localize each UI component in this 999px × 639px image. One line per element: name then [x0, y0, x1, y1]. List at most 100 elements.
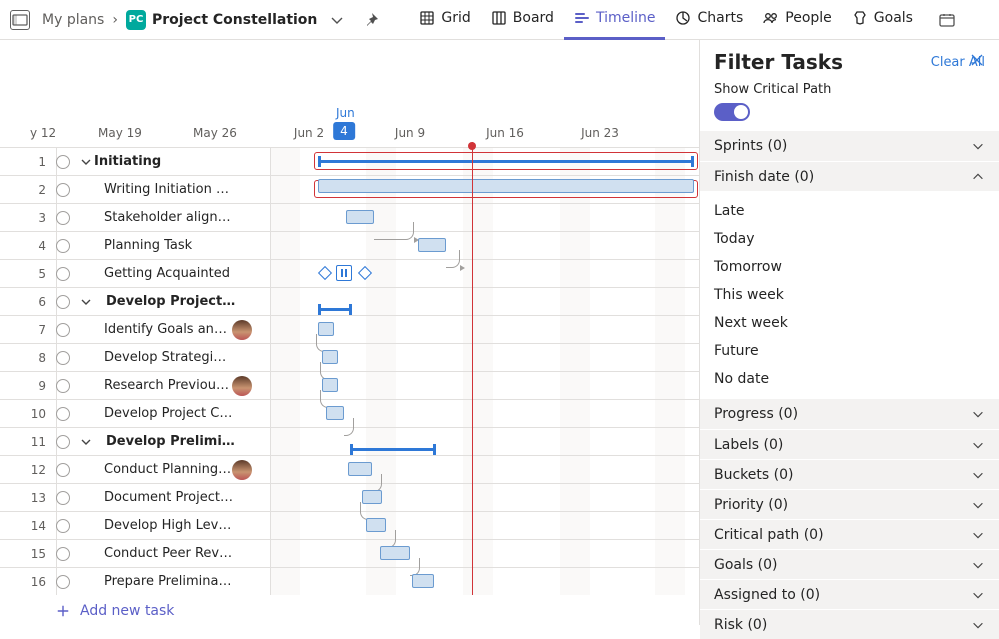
filter-section-header[interactable]: Priority (0)	[700, 489, 999, 519]
task-title: Identify Goals and ...	[104, 322, 234, 337]
status-ring-icon[interactable]	[56, 323, 70, 337]
filter-section-header[interactable]: Progress (0)	[700, 399, 999, 429]
filter-section-header[interactable]: Risk (0)	[700, 609, 999, 639]
filter-option[interactable]: No date	[700, 365, 999, 393]
status-ring-icon[interactable]	[56, 407, 70, 421]
filter-section-header[interactable]: Sprints (0)	[700, 131, 999, 161]
task-row[interactable]: 16Prepare Preliminary ...	[0, 568, 699, 595]
task-row[interactable]: 13Document Project C...	[0, 484, 699, 512]
gantt-summary-bar[interactable]	[318, 160, 694, 163]
gantt-bar[interactable]	[366, 518, 386, 532]
row-number: 16	[0, 575, 56, 589]
critical-path-toggle[interactable]	[714, 103, 750, 121]
status-ring-icon[interactable]	[56, 351, 70, 365]
filter-option[interactable]: This week	[700, 281, 999, 309]
tab-charts[interactable]: Charts	[665, 0, 753, 40]
task-row[interactable]: 5Getting Acquainted	[0, 260, 699, 288]
add-task-label: Add new task	[80, 603, 174, 619]
more-views-icon[interactable]	[933, 6, 961, 34]
gantt-bar[interactable]	[322, 350, 338, 364]
chevron-down-icon[interactable]	[80, 157, 92, 167]
timeline-tick-label: Jun 2	[294, 126, 324, 140]
app-launcher-icon[interactable]	[10, 10, 30, 30]
row-number: 2	[0, 183, 56, 197]
tab-people[interactable]: People	[753, 0, 842, 40]
gantt-bar[interactable]	[380, 546, 410, 560]
gantt-bar[interactable]	[362, 490, 382, 504]
gantt-bar[interactable]	[318, 322, 334, 336]
status-ring-icon[interactable]	[56, 547, 70, 561]
task-row[interactable]: 7 Identify Goals and ...	[0, 316, 699, 344]
status-ring-icon[interactable]	[56, 519, 70, 533]
task-row[interactable]: 9Research Previous E...	[0, 372, 699, 400]
task-row[interactable]: 8Develop Strategies ...	[0, 344, 699, 372]
task-row[interactable]: 10Develop Project Cha...	[0, 400, 699, 428]
filter-section-label: Labels (0)	[714, 437, 783, 453]
filter-option[interactable]: Today	[700, 225, 999, 253]
pin-icon[interactable]	[357, 6, 385, 34]
assignee-avatar[interactable]	[232, 376, 252, 396]
row-number: 7	[0, 323, 56, 337]
task-row[interactable]: 4Planning Task	[0, 232, 699, 260]
filter-section-header[interactable]: Assigned to (0)	[700, 579, 999, 609]
breadcrumb-root[interactable]: My plans	[42, 12, 104, 28]
gantt-bar[interactable]	[322, 378, 338, 392]
filter-section-header[interactable]: Goals (0)	[700, 549, 999, 579]
filter-section-label: Sprints (0)	[714, 138, 787, 154]
plan-name: Project Constellation	[152, 12, 317, 28]
task-row[interactable]: 15Conduct Peer Review	[0, 540, 699, 568]
status-ring-icon[interactable]	[56, 183, 70, 197]
gantt-bar[interactable]	[418, 238, 446, 252]
status-ring-icon[interactable]	[56, 435, 70, 449]
row-number: 10	[0, 407, 56, 421]
gantt-bar[interactable]	[412, 574, 434, 588]
row-number: 1	[0, 155, 56, 169]
filter-option[interactable]: Late	[700, 197, 999, 225]
status-ring-icon[interactable]	[56, 239, 70, 253]
filter-option[interactable]: Next week	[700, 309, 999, 337]
status-ring-icon[interactable]	[56, 155, 70, 169]
chevron-down-icon[interactable]	[80, 297, 92, 307]
status-ring-icon[interactable]	[56, 267, 70, 281]
tab-timeline[interactable]: Timeline	[564, 0, 666, 40]
status-ring-icon[interactable]	[56, 379, 70, 393]
filter-section-header[interactable]: Buckets (0)	[700, 459, 999, 489]
chevron-down-icon	[971, 528, 985, 542]
assignee-avatar[interactable]	[232, 320, 252, 340]
plan-chevron-down-icon[interactable]	[323, 6, 351, 34]
plan-chip[interactable]: PC Project Constellation	[126, 10, 317, 30]
row-number: 8	[0, 351, 56, 365]
assignee-avatar[interactable]	[232, 460, 252, 480]
status-ring-icon[interactable]	[56, 211, 70, 225]
gantt-summary-bar[interactable]	[350, 448, 436, 451]
task-title: Stakeholder alignment...	[104, 210, 234, 225]
chevron-down-icon	[971, 558, 985, 572]
filter-section-header[interactable]: Labels (0)	[700, 429, 999, 459]
gantt-bar[interactable]	[346, 210, 374, 224]
tab-grid[interactable]: Grid	[409, 0, 480, 40]
tab-goals[interactable]: Goals	[842, 0, 923, 40]
filter-option[interactable]: Tomorrow	[700, 253, 999, 281]
filter-section-header[interactable]: Critical path (0)	[700, 519, 999, 549]
close-panel-icon[interactable]	[963, 46, 991, 74]
chevron-down-icon[interactable]	[80, 437, 92, 447]
view-tabs: GridBoardTimelineChartsPeopleGoals	[409, 0, 923, 40]
filter-section-header[interactable]: Finish date (0)	[700, 161, 999, 191]
tab-board[interactable]: Board	[481, 0, 564, 40]
gantt-bar[interactable]	[348, 462, 372, 476]
chevron-down-icon	[971, 498, 985, 512]
filter-option[interactable]: Future	[700, 337, 999, 365]
status-ring-icon[interactable]	[56, 575, 70, 589]
gantt-bar[interactable]	[318, 179, 694, 193]
filter-section-label: Progress (0)	[714, 406, 798, 422]
status-ring-icon[interactable]	[56, 491, 70, 505]
status-ring-icon[interactable]	[56, 295, 70, 309]
status-ring-icon[interactable]	[56, 463, 70, 477]
add-task-button[interactable]: Add new task	[56, 603, 174, 619]
timeline-current-day-pill: 4	[333, 122, 355, 140]
task-title: Writing Initiation Plan	[104, 182, 234, 197]
task-title: Develop Preliminary ...	[106, 434, 236, 449]
task-row[interactable]: 14Develop High Level ...	[0, 512, 699, 540]
gantt-summary-bar[interactable]	[318, 308, 352, 311]
gantt-bar[interactable]	[326, 406, 344, 420]
